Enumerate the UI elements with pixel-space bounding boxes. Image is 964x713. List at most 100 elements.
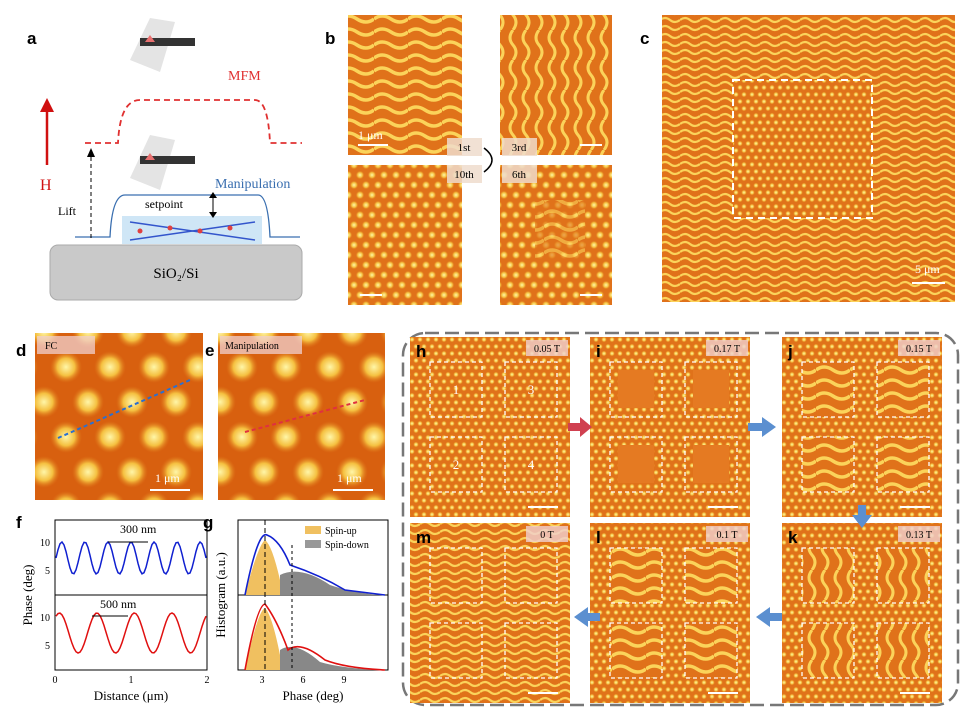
field-label: H <box>40 177 52 194</box>
region-outline <box>684 622 738 679</box>
region-outline <box>429 622 483 679</box>
series-frame <box>401 331 960 707</box>
step-label: 1st <box>458 142 471 154</box>
x-tick-label: 9 <box>342 675 347 686</box>
region-label: 4 <box>528 457 535 472</box>
region <box>685 623 737 678</box>
region-outline <box>801 622 855 679</box>
panel-label: g <box>203 513 213 532</box>
region <box>618 370 654 408</box>
x-tick-label: 6 <box>301 675 306 686</box>
manipulation-label: Manipulation <box>215 177 290 192</box>
field-label: 0.17 T <box>714 344 740 355</box>
region-label: 1 <box>453 382 460 397</box>
region-outline <box>609 436 663 493</box>
region-outline <box>684 436 738 493</box>
arrow <box>748 417 776 437</box>
region-outline <box>504 361 558 418</box>
annotation: 500 nm <box>100 597 137 611</box>
region-outline <box>801 436 855 493</box>
region <box>610 623 662 678</box>
panel-label: h <box>416 342 426 361</box>
region-outline <box>684 361 738 418</box>
scale-bar-label: 1 μm <box>337 471 362 485</box>
region <box>430 623 482 678</box>
region-outline <box>429 436 483 493</box>
region-outline <box>684 547 738 604</box>
panel-b: b 1st 3rd 10th 6th 1 μm <box>325 15 612 305</box>
image-tag: FC <box>45 341 58 352</box>
region <box>693 445 729 483</box>
region-outline <box>609 622 663 679</box>
mfm-label: MFM <box>228 69 261 84</box>
panel-e: e Manipulation 1 μm <box>205 333 385 500</box>
panel-label: m <box>416 528 431 547</box>
step-label: 6th <box>512 169 527 181</box>
panel-g: g Spin-up Spin-down 3 6 9 Phase (deg) Hi… <box>203 513 389 703</box>
panel-label: b <box>325 29 335 48</box>
region <box>618 445 654 483</box>
scale-bar-label: 1 μm <box>358 128 383 142</box>
panel-label: c <box>640 29 649 48</box>
region <box>802 362 854 417</box>
annotation: 300 nm <box>120 522 157 536</box>
region-outline <box>801 361 855 418</box>
y-tick-label: 10 <box>40 613 50 624</box>
legend-label: Spin-down <box>325 540 369 551</box>
region-outline <box>876 547 930 604</box>
field-tag <box>898 526 940 542</box>
y-tick-label: 5 <box>45 641 50 652</box>
x-tick-label: 1 <box>129 675 134 686</box>
region-outline <box>876 361 930 418</box>
panel-label: k <box>788 528 798 547</box>
region <box>877 362 929 417</box>
image-tag: Manipulation <box>225 341 279 352</box>
region-outline <box>504 547 558 604</box>
field-label: 0 T <box>540 530 553 541</box>
y-tick-label: 10 <box>40 538 50 549</box>
panel-label: f <box>16 513 22 532</box>
field-label: 0.1 T <box>717 530 738 541</box>
field-label: 0.15 T <box>906 344 932 355</box>
region <box>877 548 929 603</box>
scale-bar-label: 1 μm <box>155 471 180 485</box>
field-tag <box>706 340 748 356</box>
step-label: 3rd <box>512 142 527 154</box>
field-tag <box>706 526 748 542</box>
x-axis-label: Phase (deg) <box>282 688 343 703</box>
setpoint-label: setpoint <box>145 197 184 211</box>
region <box>505 548 557 603</box>
arrow <box>574 607 600 627</box>
region <box>877 437 929 492</box>
panel-label: a <box>27 29 37 48</box>
panel-label: j <box>787 342 793 361</box>
field-label: 0.13 T <box>906 530 932 541</box>
region-outline <box>609 361 663 418</box>
region-outline <box>504 622 558 679</box>
region <box>877 623 929 678</box>
scale-bar-label: 5 μm <box>915 262 940 276</box>
image <box>590 337 750 517</box>
region-outline <box>429 361 483 418</box>
panel-c: c 5 μm <box>640 15 955 302</box>
substrate-label: SiO₂/Si <box>153 266 198 282</box>
image <box>410 337 570 517</box>
region-outline <box>429 547 483 604</box>
legend-label: Spin-up <box>325 526 357 537</box>
region-outline <box>876 622 930 679</box>
panels-h-to-m: 1 3 2 4 0.05 T h 0.17 T i 0.15 T j 0 T m 0.1 T l 0.13 … <box>410 337 942 703</box>
region <box>693 370 729 408</box>
region <box>685 548 737 603</box>
y-axis-label: Histogram (a.u.) <box>213 552 228 638</box>
x-tick-label: 2 <box>205 675 210 686</box>
field-tag <box>526 340 568 356</box>
region <box>802 437 854 492</box>
region <box>430 548 482 603</box>
region <box>610 548 662 603</box>
region-outline <box>801 547 855 604</box>
region <box>802 623 854 678</box>
panel-label: i <box>596 342 601 361</box>
arrow <box>852 505 872 528</box>
region-label: 3 <box>528 382 535 397</box>
lift-label: Lift <box>58 204 77 218</box>
